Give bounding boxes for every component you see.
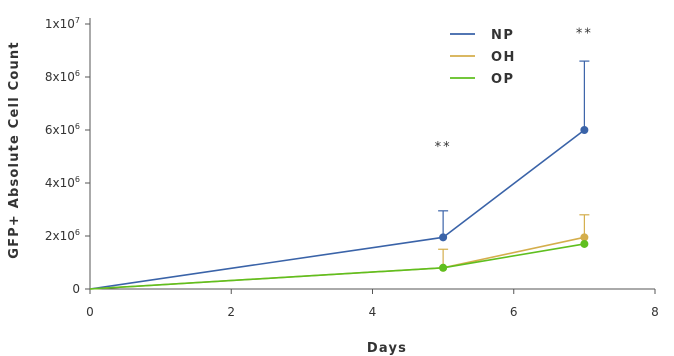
y-tick-label: 4x106 [45,175,80,190]
y-tick-label: 0 [72,282,80,296]
x-tick-label: 4 [369,305,377,319]
legend-label: OH [491,50,516,65]
series-np [89,60,590,290]
series-line [89,129,585,290]
y-axis-title: GFP+ Absolute Cell Count [7,41,22,259]
x-axis-ticks: 0 2 4 6 8 [86,289,659,319]
x-tick-label: 0 [86,305,94,319]
x-tick-label: 2 [227,305,235,319]
data-point [580,126,589,134]
y-tick-label: 1x107 [45,16,80,31]
legend: NP OH OP [450,28,516,87]
x-axis-title: Days [367,341,407,356]
legend-label: NP [491,28,514,43]
series-layer [89,60,590,290]
data-point [439,233,448,242]
series-line [89,236,585,290]
y-tick-label: 2x106 [45,228,80,243]
data-point [580,239,589,248]
significance-marker: ** [435,140,452,155]
y-axis-ticks: 0 2x106 4x106 6x106 8x106 1x107 [45,16,90,296]
x-tick-label: 6 [510,305,518,319]
legend-label: OP [491,72,515,87]
series-op [89,239,589,290]
data-point [580,233,589,242]
y-tick-label: 8x106 [45,69,80,84]
series-line [89,243,585,290]
x-tick-label: 8 [651,305,659,319]
significance-marker: ** [576,26,593,41]
data-point [439,263,448,272]
significance-annotations: ** ** [435,26,593,155]
y-tick-label: 6x106 [45,122,80,137]
